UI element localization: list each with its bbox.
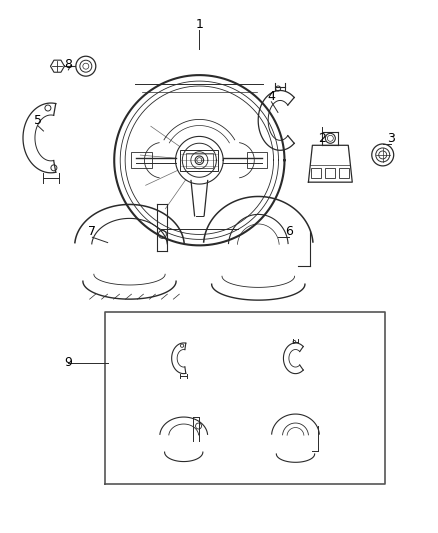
Bar: [131, 152, 152, 168]
Bar: [247, 152, 267, 168]
Text: 3: 3: [388, 133, 396, 146]
Bar: [339, 168, 349, 178]
Text: 7: 7: [88, 225, 96, 238]
Text: 2: 2: [318, 133, 325, 146]
Bar: [180, 150, 219, 171]
Text: 5: 5: [34, 114, 42, 127]
Bar: [186, 153, 213, 168]
Text: 9: 9: [64, 356, 72, 369]
Bar: [325, 168, 336, 178]
Text: 6: 6: [285, 225, 293, 238]
Text: 1: 1: [195, 18, 203, 31]
Text: 4: 4: [268, 90, 276, 103]
Text: 8: 8: [64, 58, 72, 71]
Bar: [311, 168, 321, 178]
